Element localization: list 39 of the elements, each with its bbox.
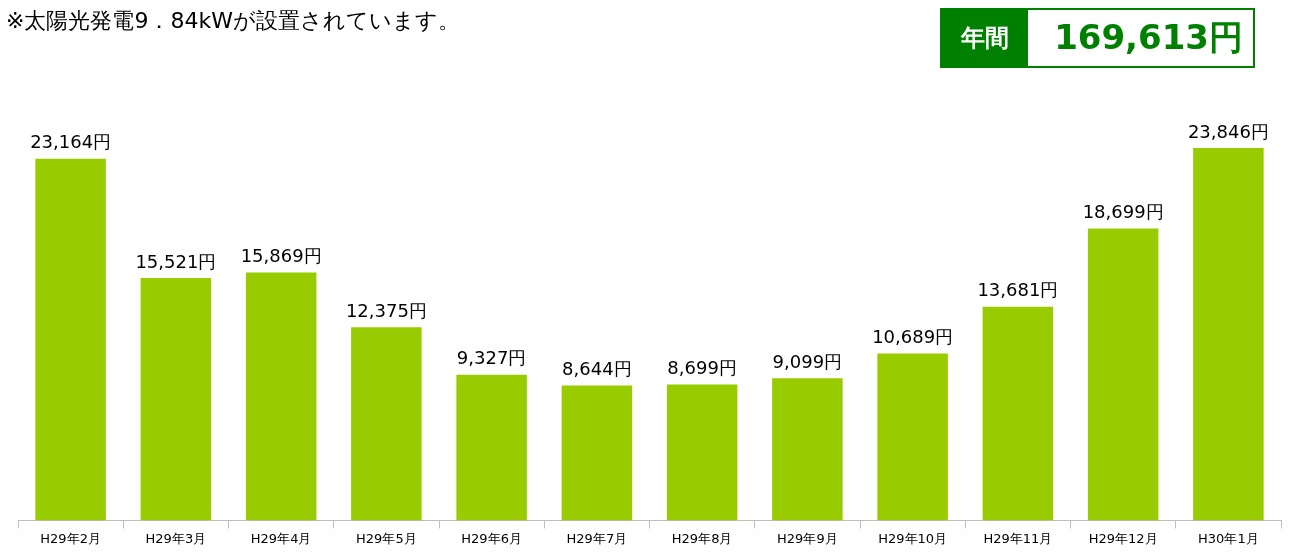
- x-tick-label: H29年12月: [1088, 530, 1158, 546]
- data-label: 9,099円: [772, 350, 843, 372]
- bar: [1193, 148, 1264, 521]
- bar: [245, 272, 317, 521]
- text: 年間: [942, 10, 1028, 66]
- x-tick-label: H29年7月: [566, 530, 628, 546]
- chart-title: ※太陽光発電9．84kWが設置されています。: [6, 7, 460, 35]
- data-label: 23,846円: [1187, 120, 1269, 142]
- bar: [1087, 228, 1159, 521]
- data-label: 18,699円: [1082, 201, 1164, 223]
- bar: [982, 306, 1054, 521]
- x-tick-label: H29年6月: [461, 530, 522, 546]
- data-label: 23,164円: [30, 131, 112, 153]
- x-tick-label: H29年4月: [250, 530, 312, 546]
- bar: [351, 327, 422, 521]
- data-label: 15,869円: [240, 245, 322, 267]
- bar: [666, 384, 738, 521]
- data-label: 13,681円: [977, 279, 1059, 301]
- x-tick-label: H29年8月: [671, 530, 733, 546]
- data-label: 10,689円: [872, 326, 954, 348]
- bar: [772, 378, 843, 521]
- bar: [140, 278, 212, 521]
- x-tick-label: H29年11月: [983, 530, 1053, 546]
- data-label: 8,699円: [667, 357, 737, 379]
- bar: [561, 385, 633, 521]
- data-label: 15,521円: [135, 250, 217, 272]
- x-tick-label: H29年10月: [878, 530, 948, 546]
- bar: [456, 374, 527, 521]
- data-label: 12,375円: [345, 299, 427, 321]
- x-tick-label: H29年5月: [356, 530, 417, 546]
- x-tick-label: H29年3月: [145, 530, 207, 546]
- bar: [35, 158, 106, 521]
- x-tick-label: H30年1月: [1198, 530, 1259, 546]
- text: 169,613円: [1053, 16, 1244, 59]
- bar: [877, 353, 948, 521]
- x-tick-label: H29年2月: [40, 530, 101, 546]
- data-label: 9,327円: [456, 347, 527, 369]
- data-label: 8,644円: [562, 358, 632, 380]
- x-tick-label: H29年9月: [777, 530, 838, 546]
